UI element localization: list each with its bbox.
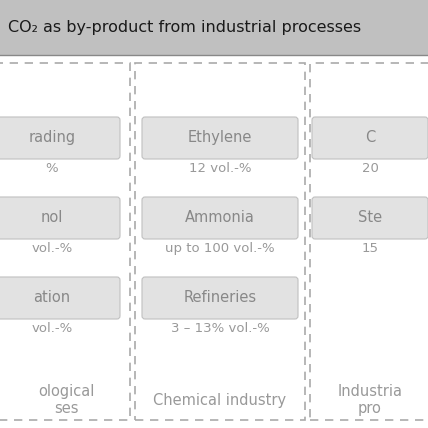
- FancyBboxPatch shape: [312, 117, 428, 159]
- FancyBboxPatch shape: [142, 197, 298, 239]
- FancyBboxPatch shape: [142, 277, 298, 319]
- FancyBboxPatch shape: [312, 197, 428, 239]
- Text: ological
ses: ological ses: [38, 384, 94, 416]
- Text: Ammonia: Ammonia: [185, 209, 255, 225]
- Text: 20: 20: [362, 161, 378, 175]
- FancyBboxPatch shape: [142, 117, 298, 159]
- Text: 12 vol.-%: 12 vol.-%: [189, 161, 251, 175]
- Text: vol.-%: vol.-%: [31, 321, 73, 335]
- Text: 3 – 13% vol.-%: 3 – 13% vol.-%: [171, 321, 269, 335]
- Text: rading: rading: [28, 130, 76, 145]
- Text: vol.-%: vol.-%: [31, 241, 73, 255]
- Text: Chemical industry: Chemical industry: [153, 392, 287, 407]
- Bar: [0, 0, 428, 55]
- Text: %: %: [46, 161, 58, 175]
- Text: CO₂ as by-product from industrial processes: CO₂ as by-product from industrial proces…: [8, 20, 361, 35]
- Text: 15: 15: [362, 241, 378, 255]
- FancyBboxPatch shape: [0, 117, 120, 159]
- Bar: [0, 55, 428, 428]
- Text: up to 100 vol.-%: up to 100 vol.-%: [165, 241, 275, 255]
- Text: ation: ation: [33, 289, 71, 304]
- Text: Refineries: Refineries: [184, 289, 256, 304]
- Text: C: C: [365, 130, 375, 145]
- Text: Ste: Ste: [358, 209, 382, 225]
- Text: Industria
pro: Industria pro: [338, 384, 402, 416]
- Text: Ethylene: Ethylene: [188, 130, 252, 145]
- FancyBboxPatch shape: [0, 277, 120, 319]
- FancyBboxPatch shape: [0, 197, 120, 239]
- Text: nol: nol: [41, 209, 63, 225]
